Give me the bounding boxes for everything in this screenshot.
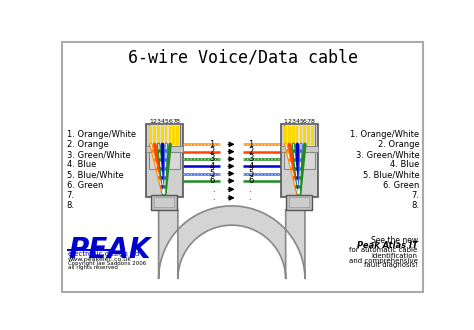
Bar — [146, 124, 183, 197]
Text: www.peakelec.co.uk: www.peakelec.co.uk — [68, 257, 132, 262]
Text: 3: 3 — [292, 118, 295, 123]
Text: 4. Blue: 4. Blue — [390, 160, 419, 170]
Bar — [151, 195, 177, 210]
Bar — [153, 126, 156, 145]
Text: Peak Atlas IT: Peak Atlas IT — [357, 241, 418, 250]
Bar — [146, 146, 183, 152]
Text: 4: 4 — [209, 162, 214, 171]
Text: 6. Green: 6. Green — [383, 181, 419, 189]
Text: 8.: 8. — [411, 201, 419, 210]
Text: 6-wire Voice/Data cable: 6-wire Voice/Data cable — [128, 49, 358, 67]
Text: identification: identification — [372, 253, 418, 259]
Text: 2. Orange: 2. Orange — [66, 141, 109, 149]
Text: .: . — [248, 185, 251, 194]
Text: 4: 4 — [248, 162, 254, 171]
Text: .: . — [212, 185, 214, 194]
Bar — [149, 124, 180, 146]
Bar — [149, 152, 180, 169]
Bar — [281, 146, 318, 152]
Text: 6: 6 — [209, 177, 214, 185]
Text: 4: 4 — [295, 118, 299, 123]
Bar — [165, 126, 167, 145]
Text: 8: 8 — [310, 118, 315, 123]
Text: 1: 1 — [284, 118, 288, 123]
Text: all rights reserved: all rights reserved — [68, 265, 118, 270]
Bar — [161, 126, 164, 145]
Bar — [173, 126, 175, 145]
Text: 7: 7 — [307, 118, 311, 123]
Bar — [149, 126, 152, 145]
Text: 8: 8 — [176, 118, 180, 123]
Text: 4: 4 — [161, 118, 164, 123]
Bar — [311, 126, 314, 145]
Text: 1: 1 — [149, 118, 153, 123]
Bar — [296, 126, 298, 145]
Bar — [300, 126, 302, 145]
Text: 1. Orange/White: 1. Orange/White — [350, 130, 419, 140]
Bar — [292, 126, 294, 145]
Bar — [286, 195, 312, 210]
Polygon shape — [159, 206, 305, 279]
Text: 3: 3 — [156, 118, 161, 123]
Bar — [155, 197, 174, 207]
Text: 8.: 8. — [66, 201, 74, 210]
Text: electronic design ltd: electronic design ltd — [68, 251, 139, 257]
Bar — [307, 126, 310, 145]
Text: 5. Blue/White: 5. Blue/White — [66, 171, 123, 180]
Text: 1: 1 — [209, 140, 214, 149]
Text: 3. Green/White: 3. Green/White — [66, 150, 130, 159]
Text: 7.: 7. — [66, 190, 74, 200]
Text: See the new: See the new — [371, 236, 418, 245]
Text: 6: 6 — [248, 177, 254, 185]
Text: 5: 5 — [209, 169, 214, 178]
Text: 1. Orange/White: 1. Orange/White — [66, 130, 136, 140]
Bar — [289, 197, 309, 207]
Text: 5: 5 — [299, 118, 303, 123]
Bar — [303, 126, 306, 145]
Bar — [284, 152, 315, 169]
Bar — [284, 124, 315, 146]
Text: 7: 7 — [172, 118, 176, 123]
Bar — [176, 126, 179, 145]
Text: 5. Blue/White: 5. Blue/White — [363, 171, 419, 180]
Text: 6. Green: 6. Green — [66, 181, 103, 189]
Text: 2. Orange: 2. Orange — [377, 141, 419, 149]
Text: 5: 5 — [164, 118, 168, 123]
Text: .: . — [248, 193, 251, 202]
Bar — [281, 124, 318, 197]
Text: 3. Green/White: 3. Green/White — [356, 150, 419, 159]
Text: 3: 3 — [248, 154, 254, 163]
Text: and comprehensive: and comprehensive — [349, 257, 418, 264]
Text: 2: 2 — [288, 118, 292, 123]
Text: 5: 5 — [248, 169, 254, 178]
Text: 7.: 7. — [411, 190, 419, 200]
Text: 6: 6 — [303, 118, 307, 123]
Text: 2: 2 — [153, 118, 157, 123]
Text: 1: 1 — [248, 140, 254, 149]
Bar — [288, 126, 291, 145]
Text: 4. Blue: 4. Blue — [66, 160, 96, 170]
Bar — [284, 126, 287, 145]
Text: 6: 6 — [168, 118, 172, 123]
Text: 2: 2 — [248, 147, 254, 156]
Text: fault diagnosis!: fault diagnosis! — [364, 262, 418, 268]
Text: 2: 2 — [209, 147, 214, 156]
Bar — [169, 126, 171, 145]
Text: PEAK: PEAK — [68, 236, 151, 264]
Text: 3: 3 — [209, 154, 214, 163]
Text: Copyright Jae Saddons 2006: Copyright Jae Saddons 2006 — [68, 261, 146, 266]
Text: .: . — [212, 193, 214, 202]
Text: for automatic cable: for automatic cable — [349, 248, 418, 253]
Bar — [157, 126, 160, 145]
